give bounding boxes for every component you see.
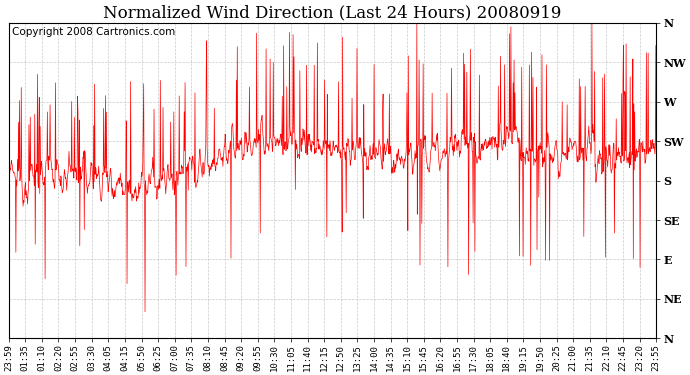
Text: Copyright 2008 Cartronics.com: Copyright 2008 Cartronics.com (12, 27, 175, 38)
Title: Normalized Wind Direction (Last 24 Hours) 20080919: Normalized Wind Direction (Last 24 Hours… (104, 4, 562, 21)
